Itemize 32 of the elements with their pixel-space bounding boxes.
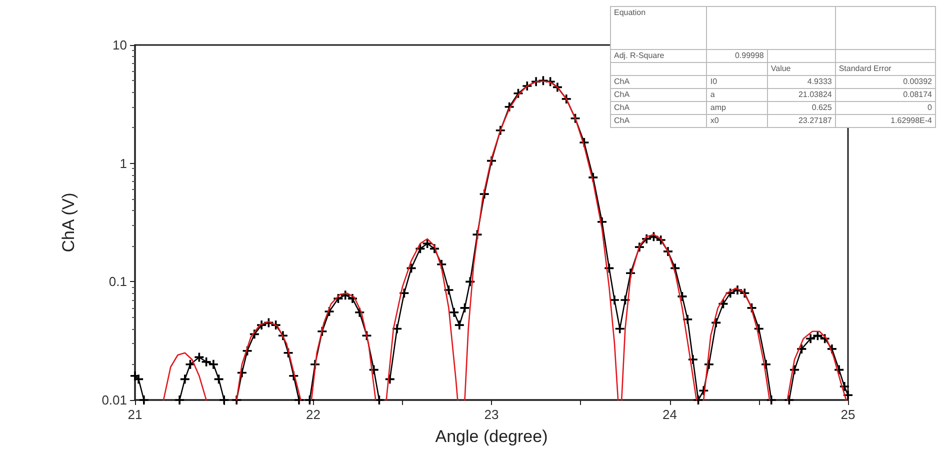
annotation: ChA xyxy=(610,114,707,128)
text: 0.00392 xyxy=(835,76,936,88)
annotation: Value xyxy=(767,62,836,76)
y-tick-label: 10 xyxy=(112,38,127,52)
y-axis-title: ChA (V) xyxy=(59,192,78,252)
annotation: ChA xyxy=(610,76,707,88)
annotation: 23.27187 xyxy=(767,114,836,128)
annotation: a xyxy=(706,88,768,102)
x-tick-label: 21 xyxy=(128,407,142,422)
y-tick-label: 0.1 xyxy=(108,274,127,290)
annotation: I0 xyxy=(706,76,768,88)
x-tick-label: 23 xyxy=(484,407,499,422)
annotation: Standard Error xyxy=(835,62,936,76)
text: 1.62998E-4 xyxy=(835,114,936,128)
annotation: Adj. R-Square xyxy=(610,50,707,62)
y-tick-label: 0.01 xyxy=(102,392,127,408)
text: 0.08174 xyxy=(835,88,936,102)
text: 0 xyxy=(835,102,936,114)
annotation: x0 xyxy=(706,114,768,128)
annotation: amp xyxy=(706,102,768,114)
y-tick-label: 1 xyxy=(120,156,127,171)
annotation: 0.625 xyxy=(767,102,836,114)
x-axis-title: Angle (degree) xyxy=(435,427,548,446)
annotation: 21.03824 xyxy=(767,88,836,102)
x-tick-label: 25 xyxy=(840,407,856,422)
annotation: 0.99998 xyxy=(706,50,768,62)
x-tick-label: 24 xyxy=(662,407,677,422)
x-tick-label: 22 xyxy=(306,407,320,422)
annotation: ChA xyxy=(610,102,707,114)
annotation: ChA xyxy=(610,88,707,102)
text: Equation xyxy=(610,6,707,50)
annotation: 4.9333 xyxy=(767,76,836,88)
